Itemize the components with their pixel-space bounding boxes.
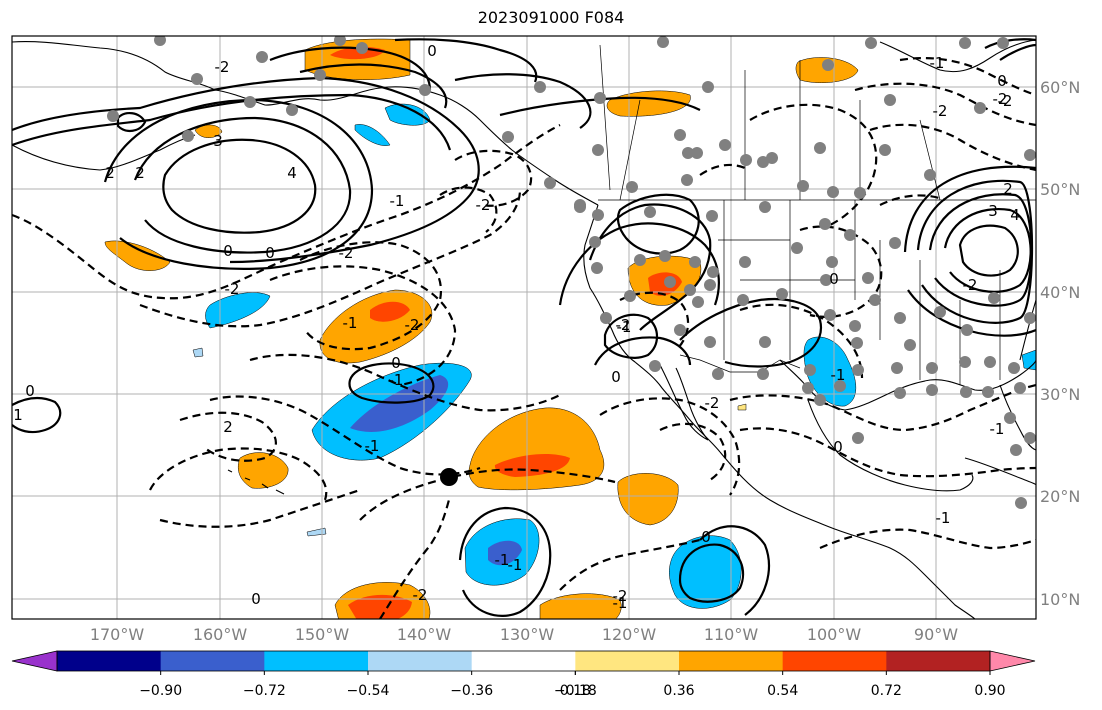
contour-label: 0 (611, 368, 621, 386)
colorbar-segment (575, 651, 680, 671)
colorbar-segment (160, 651, 265, 671)
colorbar-tick-label: −0.90 (139, 683, 182, 699)
contour-label: -1 (390, 192, 405, 210)
contour-label: -2 (993, 90, 1008, 108)
contour-label: -2 (705, 394, 720, 412)
contour-label: 2 (105, 164, 115, 182)
lat-label: 50°N (1040, 180, 1080, 199)
contour-label: -2 (405, 316, 420, 334)
contour-label: 0 (997, 72, 1007, 90)
colorbar-tick-label: 0.36 (663, 683, 694, 699)
contour-label: -2 (339, 244, 354, 262)
contour-label: 4 (287, 164, 297, 182)
lon-label: 120°W (602, 625, 657, 644)
contour-label: 3 (213, 132, 223, 150)
colorbar-segment (368, 651, 473, 671)
lon-label: 140°W (397, 625, 452, 644)
lon-label: 160°W (193, 625, 248, 644)
lat-label: 30°N (1040, 385, 1080, 404)
contour-label: -1 (990, 420, 1005, 438)
contour-label: -1 (613, 594, 628, 612)
contour-label: -1 (936, 509, 951, 527)
lon-label: 150°W (295, 625, 350, 644)
map-frame (11, 35, 1037, 620)
contour-label: -1 (508, 556, 523, 574)
lat-label: 20°N (1040, 487, 1080, 506)
contour-label: -1 (831, 366, 846, 384)
contour-label: -2 (613, 587, 628, 605)
colorbar-segment (57, 651, 162, 671)
lon-label: 100°W (807, 625, 862, 644)
contour-label: 2 (223, 418, 233, 436)
colorbar-tick-label: 0.90 (974, 683, 1005, 699)
dashed-contours (12, 57, 1036, 619)
contour-label: -2 (215, 58, 230, 76)
contour-label: 2 (135, 164, 145, 182)
lat-label: 10°N (1040, 590, 1080, 609)
contour-label: 3 (988, 202, 998, 220)
contour-label: 0 (223, 242, 233, 260)
longitude-labels: 170°W 160°W 150°W 140°W 130°W 120°W 110°… (90, 625, 958, 644)
colorbar-extend-min (12, 651, 57, 671)
contour-label: 0 (25, 382, 35, 400)
contour-label: -1 (495, 551, 510, 569)
lat-label: 60°N (1040, 78, 1080, 97)
colorbar-tick-label: 0.18 (560, 683, 591, 699)
latitude-labels: 60°N 50°N 40°N 30°N 20°N 10°N (1040, 78, 1080, 609)
contour-label: 0 (833, 438, 843, 456)
colorbar-segment (782, 651, 887, 671)
contour-label: 0 (701, 528, 711, 546)
storm-position-marker (440, 468, 458, 486)
contour-label: -2 (998, 92, 1013, 110)
contour-label: -2 (616, 316, 631, 334)
colorbar-segment (679, 651, 784, 671)
coastlines (12, 39, 1036, 619)
contour-label: -1 (617, 318, 632, 336)
lon-label: 110°W (704, 625, 759, 644)
colorbar-segment (886, 651, 991, 671)
contour-label: 0 (427, 42, 437, 60)
colorbar-tick-label: −0.18 (554, 683, 597, 699)
contour-label: -1 (343, 314, 358, 332)
contour-label: -1 (389, 371, 404, 389)
lon-label: 90°W (914, 625, 958, 644)
contour-label: -1 (930, 54, 945, 72)
colorbar-tick-label: −0.54 (347, 683, 390, 699)
lon-label: 130°W (500, 625, 555, 644)
gridlines (12, 36, 1036, 619)
borders (598, 44, 1036, 385)
colorbar-tick-label: 0.72 (871, 683, 902, 699)
colorbar-tick-label: 0.54 (767, 683, 798, 699)
colorbar-tick-label: −0.72 (243, 683, 286, 699)
colorbar: −0.90 −0.72 −0.54 −0.36 −0.180.18 0.36 0.54 0.7… (11, 650, 1036, 699)
contour-label: 4 (1010, 206, 1020, 224)
lon-label: 170°W (90, 625, 145, 644)
colorbar-segment (471, 651, 576, 671)
contour-label: -2 (225, 280, 240, 298)
contour-label: 0 (391, 354, 401, 372)
contour-label: 0 (829, 270, 839, 288)
contour-label: -2 (933, 102, 948, 120)
lat-label: 40°N (1040, 283, 1080, 302)
contour-label: 2 (1003, 180, 1013, 198)
colorbar-tick-label: −0.36 (450, 683, 493, 699)
contour-label: -1 (365, 437, 380, 455)
contour-label: -2 (476, 196, 491, 214)
contour-labels: 0 -2 3 4 2 -2 0 -2 -2 -1 -2 0 -1 0 2 -1 … (13, 42, 1020, 612)
colorbar-extend-max (990, 651, 1035, 671)
map-title: 2023091000 F084 (477, 8, 625, 27)
contour-label: 0 (251, 590, 261, 608)
contour-label: 1 (13, 406, 23, 424)
contour-label: -2 (413, 586, 428, 604)
colorbar-segment (264, 651, 369, 671)
contour-label: -2 (963, 276, 978, 294)
contour-label: 0 (265, 244, 275, 262)
station-dots (107, 36, 1036, 509)
